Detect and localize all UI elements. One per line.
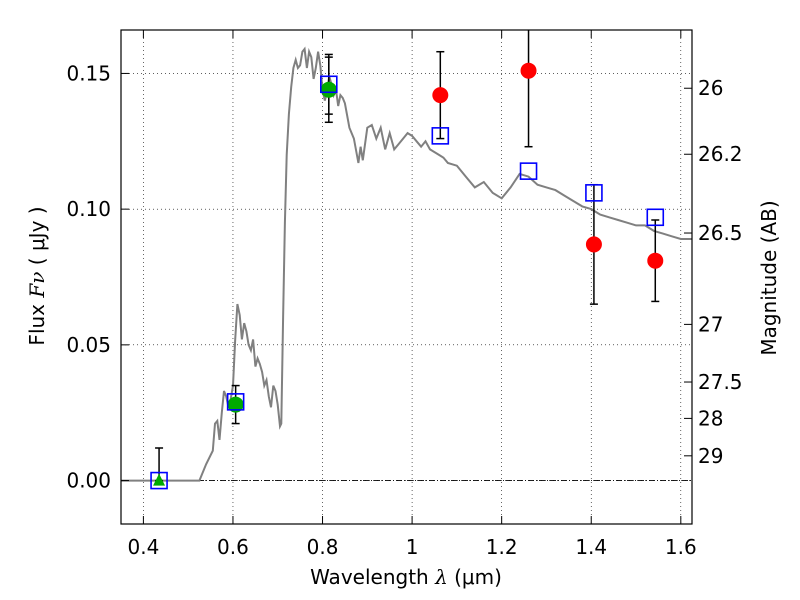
grid-lines	[121, 30, 692, 524]
mag-tick-label: 26	[698, 76, 723, 100]
nondetection-point	[153, 473, 166, 486]
plot-frame	[120, 29, 693, 525]
model-photometry-point	[319, 75, 338, 94]
detection-point	[647, 252, 664, 269]
model-photometry-point	[431, 127, 450, 145]
axis-ticks: 0.4 0.6 0.8 1 1.2 1.4 1.6 0.00 0.05 0.10 0.15 26 26.…	[66, 30, 743, 559]
model-photometry-point	[519, 162, 538, 180]
detection-point	[520, 62, 537, 79]
x-tick-label: 0.6	[217, 535, 249, 559]
mag-tick-label: 27.5	[698, 370, 743, 394]
x-tick-label: 1.2	[486, 535, 518, 559]
plot-layer	[121, 30, 692, 490]
x-tick-label: 1.4	[575, 535, 607, 559]
x-tick-label: 1.6	[665, 535, 697, 559]
mag-tick-label: 26.5	[698, 221, 743, 245]
mag-tick-label: 29	[698, 444, 723, 468]
model-photometry-point	[585, 184, 603, 202]
detection-point	[432, 87, 449, 104]
y2-axis-label: Magnitude (AB)	[757, 200, 781, 355]
x-tick-label: 0.8	[307, 535, 339, 559]
mag-tick-label: 26.2	[698, 142, 743, 166]
y-axis-label: Flux Fν ( μJy )	[25, 206, 49, 345]
y-tick-label: 0.05	[66, 333, 111, 357]
y-tick-label: 0.10	[66, 197, 111, 221]
y-tick-label: 0.15	[66, 61, 111, 85]
detection-point	[585, 236, 602, 253]
model-photometry-point	[226, 393, 245, 411]
model-photometry-point	[646, 208, 665, 227]
plot-content	[121, 30, 692, 490]
x-tick-label: 0.4	[127, 535, 159, 559]
template-sed-line	[121, 46, 692, 482]
mag-tick-label: 28	[698, 406, 723, 430]
model-photometry-point	[150, 471, 168, 490]
x-axis-label: Wavelength λ (μm)	[310, 565, 502, 589]
y-tick-label: 0.00	[66, 469, 111, 493]
x-tick-label: 1	[406, 535, 419, 559]
mag-tick-label: 27	[698, 312, 723, 336]
detection-point	[320, 81, 337, 98]
